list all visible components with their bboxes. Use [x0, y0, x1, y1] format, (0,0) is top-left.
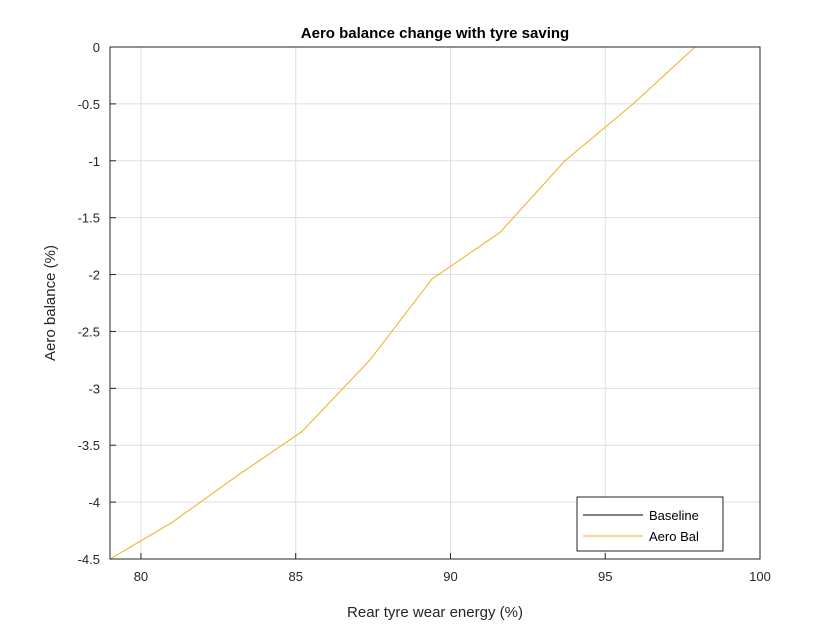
y-tick-label: 0 — [93, 40, 100, 55]
x-tick-label: 80 — [134, 569, 148, 584]
chart-title: Aero balance change with tyre saving — [301, 25, 569, 42]
series-line-aero-bal — [109, 46, 760, 560]
x-tick-label: 95 — [598, 569, 612, 584]
y-axis-label: Aero balance (%) — [42, 245, 59, 361]
y-tick-label: -1 — [88, 154, 100, 169]
x-axis-label: Rear tyre wear energy (%) — [347, 604, 523, 621]
y-tick-label: -2 — [88, 268, 100, 283]
legend-label-baseline: Baseline — [649, 508, 699, 523]
ticks: 80 85 90 95 100 0 -0.5 -1 -1.5 -2 -2.5 -3 -3.5 -4 -4.5 — [78, 40, 771, 584]
legend: Baseline Aero Bal — [576, 496, 724, 552]
legend-label-aero-bal: Aero Bal — [649, 529, 699, 544]
y-tick-label: -4.5 — [78, 552, 100, 567]
y-tick-label: -4 — [88, 495, 100, 510]
y-tick-label: -0.5 — [78, 97, 100, 112]
y-tick-label: -1.5 — [78, 211, 100, 226]
y-tick-label: -3.5 — [78, 438, 100, 453]
x-tick-label: 85 — [288, 569, 302, 584]
plot-area-frame — [109, 46, 761, 560]
legend-box — [576, 496, 724, 552]
x-tick-label: 100 — [749, 569, 771, 584]
y-tick-label: -3 — [88, 381, 100, 396]
y-tick-label: -2.5 — [78, 324, 100, 339]
x-tick-label: 90 — [443, 569, 457, 584]
